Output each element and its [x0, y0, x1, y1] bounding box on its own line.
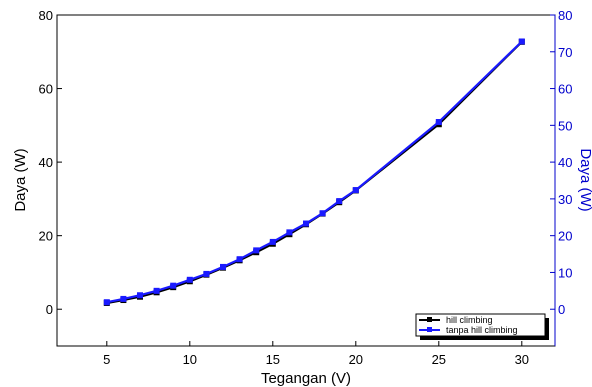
legend-box	[415, 313, 546, 337]
data-point-tanpa-hill-climbing	[120, 295, 127, 302]
data-point-tanpa-hill-climbing	[435, 119, 442, 126]
y-tick-label-left: 0	[46, 302, 53, 317]
x-tick-label: 15	[266, 352, 280, 367]
y-tick-label-right: 10	[558, 265, 572, 280]
legend-marker-hill-climbing	[427, 317, 432, 322]
plot-frame	[56, 14, 556, 347]
data-point-tanpa-hill-climbing	[137, 292, 143, 299]
y-tick-label-right: 80	[558, 8, 572, 23]
data-point-tanpa-hill-climbing	[269, 238, 276, 245]
x-tick-label: 10	[183, 352, 197, 367]
legend-marker-tanpa-hill-climbing	[427, 327, 432, 332]
data-point-tanpa-hill-climbing	[336, 198, 343, 205]
x-tick-label: 5	[103, 352, 110, 367]
y-tick-label-left: 40	[39, 155, 53, 170]
y-tick-label-left: 20	[39, 229, 53, 244]
y-tick-label-right: 50	[558, 118, 572, 133]
y-tick-label-right: 30	[558, 192, 572, 207]
y-tick-label-right: 20	[558, 229, 572, 244]
x-tick-label: 30	[515, 352, 529, 367]
y-tick-label-right: 60	[558, 82, 572, 97]
data-point-tanpa-hill-climbing	[186, 276, 193, 283]
data-point-tanpa-hill-climbing	[303, 220, 309, 227]
data-point-tanpa-hill-climbing	[286, 229, 293, 236]
legend: hill climbing tanpa hill climbing	[415, 313, 549, 340]
y-tick-label-left: 80	[39, 8, 53, 23]
y-axis-title-left: Daya (W)	[12, 148, 29, 211]
y-axis-title-right: Daya (W)	[577, 148, 592, 211]
legend-label-hill-climbing: hill climbing	[446, 315, 493, 325]
x-tick-label: 25	[432, 352, 446, 367]
y-tick-label-right: 40	[558, 155, 572, 170]
legend-label-tanpa-hill-climbing: tanpa hill climbing	[446, 325, 518, 335]
data-point-tanpa-hill-climbing	[352, 187, 359, 194]
y-tick-label-right: 70	[558, 45, 572, 60]
data-point-tanpa-hill-climbing	[236, 256, 243, 263]
data-point-tanpa-hill-climbing	[220, 263, 226, 270]
x-axis-title: Tegangan (V)	[261, 370, 351, 387]
x-tick-label: 20	[349, 352, 363, 367]
y-tick-label-left: 60	[39, 82, 53, 97]
data-point-tanpa-hill-climbing	[253, 247, 260, 254]
data-point-tanpa-hill-climbing	[153, 287, 160, 294]
data-point-tanpa-hill-climbing	[518, 38, 525, 45]
y-tick-label-right: 0	[558, 302, 565, 317]
data-point-tanpa-hill-climbing	[170, 282, 177, 289]
data-point-tanpa-hill-climbing	[103, 299, 110, 306]
data-point-tanpa-hill-climbing	[319, 210, 326, 217]
data-point-tanpa-hill-climbing	[203, 270, 210, 277]
